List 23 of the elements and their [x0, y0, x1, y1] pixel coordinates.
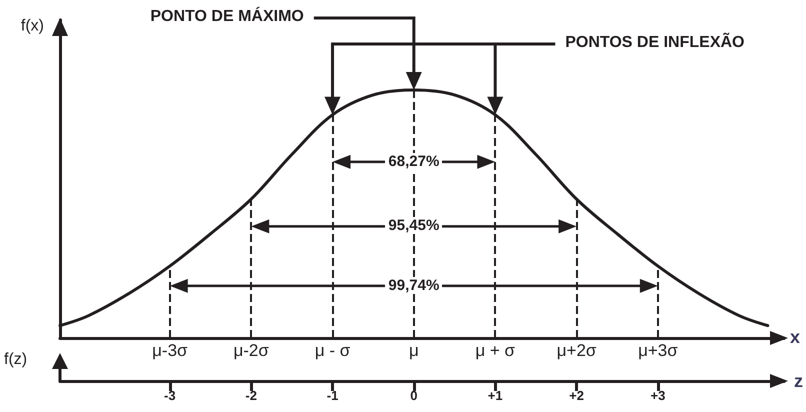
text: x: [790, 327, 800, 348]
x-tick-label: -2: [245, 388, 257, 403]
x-tick-label: +2: [569, 388, 584, 403]
annotation: μ-3σ: [152, 341, 188, 361]
text: PONTO DE MÁXIMO: [150, 8, 304, 26]
x-tick-label: +3: [650, 388, 666, 403]
annotation: μ: [408, 341, 419, 361]
annotation: μ+2σ: [556, 341, 596, 361]
annotation: μ - σ: [314, 341, 350, 361]
x-tick-label: -1: [326, 388, 338, 403]
text: PONTOS DE INFLEXÃO: [565, 34, 744, 52]
x-axis-title: z: [794, 371, 803, 391]
y-axis-title: f(x): [20, 18, 44, 34]
annotation: μ+3σ: [638, 341, 678, 361]
annotation: μ + σ: [475, 341, 516, 361]
annotation: 99,74%: [385, 276, 442, 294]
x-tick-label: +1: [488, 388, 503, 403]
text: f(z): [4, 351, 28, 369]
annotation: 68,27%: [385, 152, 442, 170]
x-tick-label: -3: [164, 388, 176, 403]
annotation: μ-2σ: [233, 341, 269, 361]
x-tick-label: 0: [410, 388, 418, 403]
annotation: 95,45%: [385, 217, 442, 234]
